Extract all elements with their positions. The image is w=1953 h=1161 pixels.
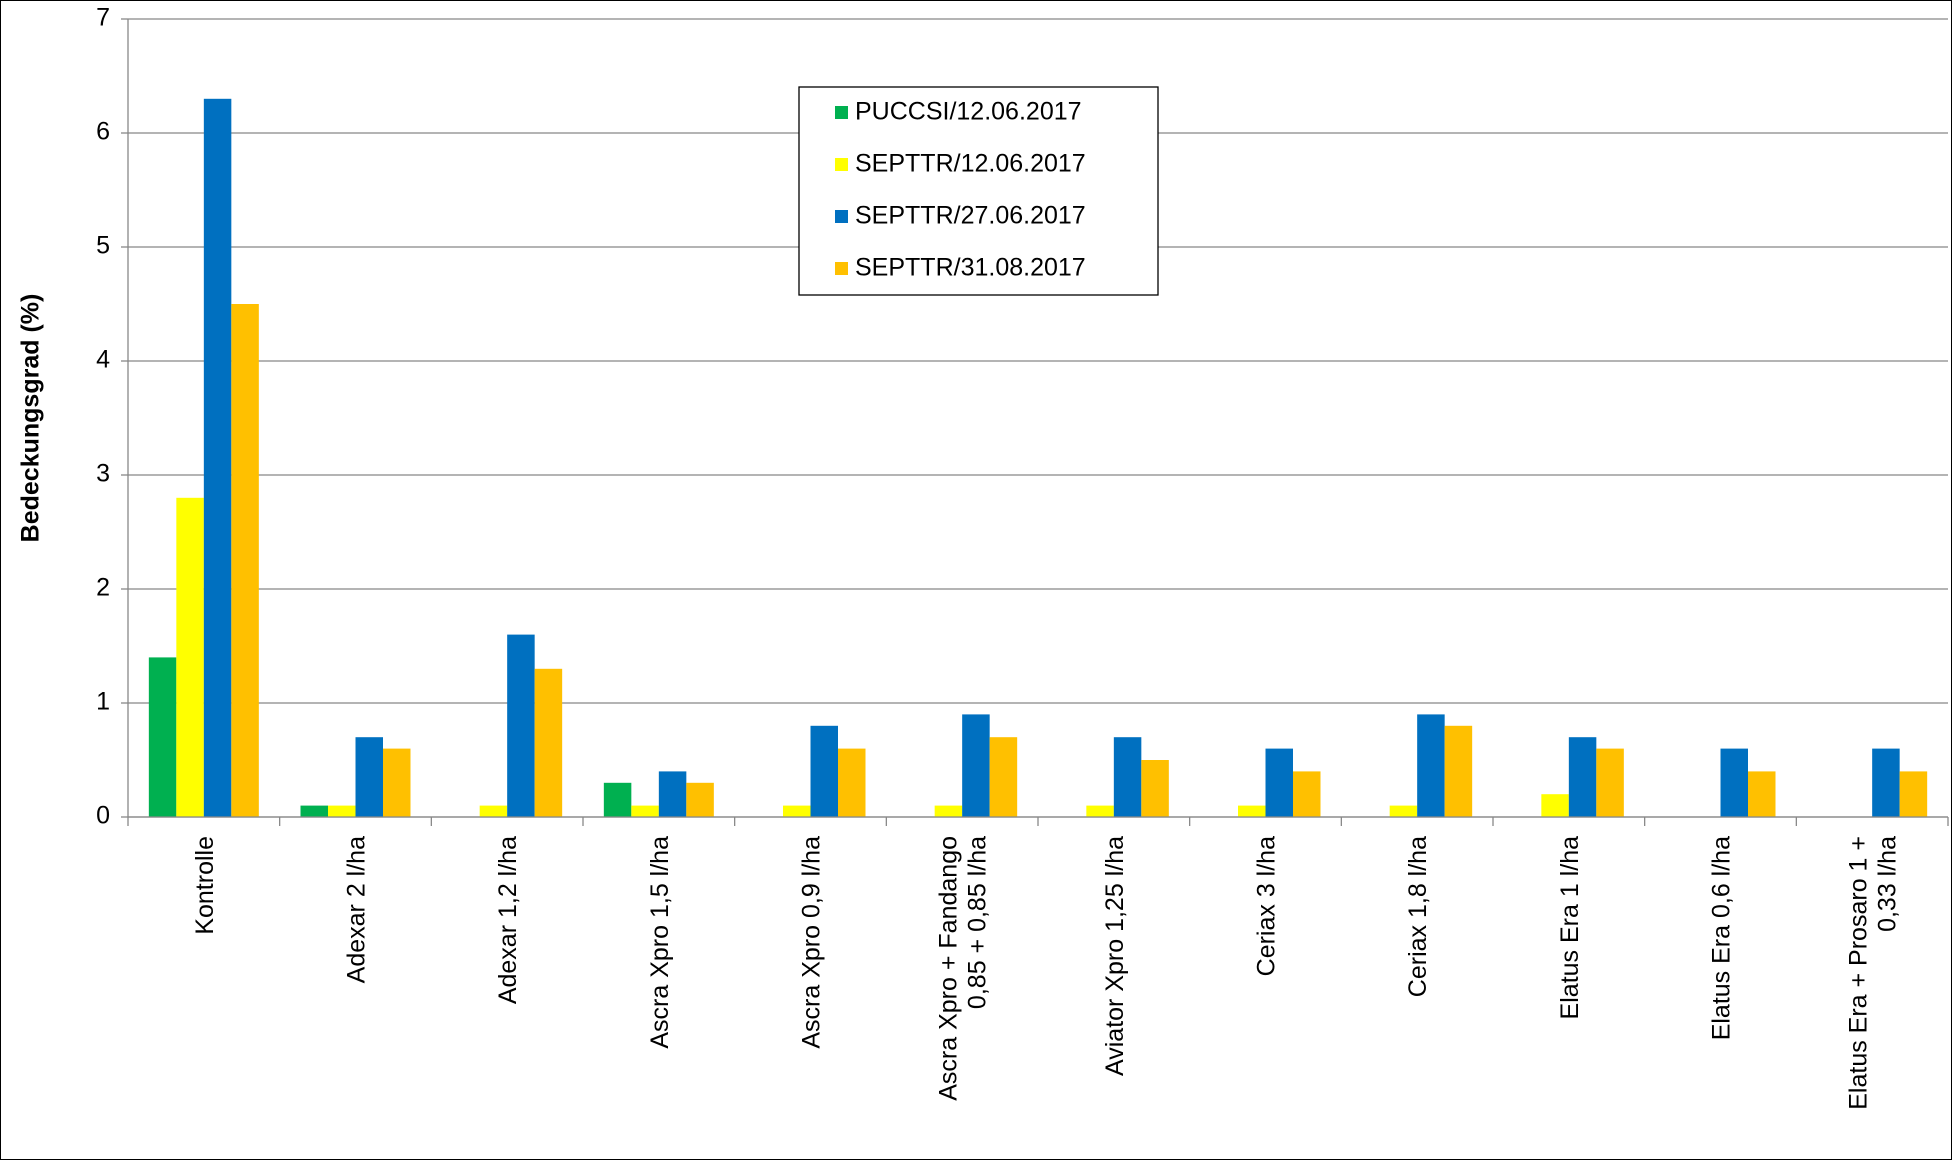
legend-box <box>798 86 1159 296</box>
legend-label: PUCCSI/12.06.2017 <box>855 98 1082 126</box>
bar <box>838 748 866 817</box>
x-tick-label: Ceriax 1,8 l/ha <box>1404 836 1432 997</box>
bar <box>631 805 659 817</box>
bar <box>603 782 632 817</box>
bar <box>934 805 963 817</box>
x-tick-label: Ascra Xpro 0,9 l/ha <box>798 836 826 1049</box>
bar <box>1417 714 1445 817</box>
y-axis-label: Bedeckungsgrad (%) <box>17 294 45 543</box>
bar <box>658 771 687 817</box>
legend-label: SEPTTR/31.08.2017 <box>855 254 1086 282</box>
bar <box>1444 725 1473 817</box>
x-tick-label: Elatus Era 0,6 l/ha <box>1708 836 1736 1040</box>
bar <box>1293 771 1321 817</box>
bar <box>328 805 356 817</box>
bar <box>176 497 204 817</box>
bar <box>1596 748 1624 817</box>
bar <box>479 805 508 817</box>
bar <box>1720 748 1748 817</box>
bar <box>1113 737 1142 817</box>
bar <box>231 304 259 817</box>
bar <box>383 748 411 817</box>
bar <box>989 737 1018 817</box>
x-tick-label: Ceriax 3 l/ha <box>1253 836 1281 976</box>
bar <box>148 657 177 817</box>
x-tick-label: Adexar 2 l/ha <box>343 836 371 983</box>
x-tick-label: Adexar 1,2 l/ha <box>494 836 522 1004</box>
x-tick-label: Ascra Xpro 1,5 l/ha <box>646 836 674 1049</box>
bar <box>1541 794 1569 817</box>
x-tick-label: Elatus Era + Prosaro 1 +0,33 l/ha <box>1845 836 1902 1110</box>
x-tick-label: Ascra Xpro + Fandango0,85 + 0,85 l/ha <box>935 836 992 1101</box>
bar <box>783 805 811 817</box>
y-tick-label: 6 <box>96 118 110 146</box>
y-tick-label: 3 <box>96 460 110 488</box>
x-tick-label: Aviator Xpro 1,25 l/ha <box>1101 836 1129 1076</box>
bar <box>810 725 838 817</box>
y-tick-label: 7 <box>96 4 110 32</box>
bar <box>1872 748 1900 817</box>
y-tick-label: 1 <box>96 688 110 716</box>
legend-swatch <box>835 106 848 119</box>
bar <box>1389 805 1418 817</box>
bar <box>1238 805 1266 817</box>
bar <box>1748 771 1776 817</box>
bar <box>1265 748 1293 817</box>
legend-swatch <box>835 158 848 171</box>
y-tick-label: 2 <box>96 574 110 602</box>
bar <box>1899 771 1928 817</box>
bar <box>1568 737 1597 817</box>
x-tick-label: Elatus Era 1 l/ha <box>1556 836 1584 1020</box>
legend-label: SEPTTR/27.06.2017 <box>855 202 1086 230</box>
legend-label: SEPTTR/12.06.2017 <box>855 150 1086 178</box>
bar <box>686 782 714 817</box>
bar <box>1086 805 1114 817</box>
y-tick-label: 4 <box>96 346 110 374</box>
bar <box>507 634 535 817</box>
bar <box>203 98 232 818</box>
legend-swatch <box>835 262 848 275</box>
bar <box>355 737 383 817</box>
legend-swatch <box>835 210 848 223</box>
bar <box>962 714 990 817</box>
bar <box>1141 760 1169 817</box>
y-tick-label: 5 <box>96 232 110 260</box>
bar <box>300 805 328 817</box>
x-tick-label: Kontrolle <box>191 836 219 935</box>
bar <box>534 668 563 817</box>
y-tick-label: 0 <box>96 802 110 830</box>
